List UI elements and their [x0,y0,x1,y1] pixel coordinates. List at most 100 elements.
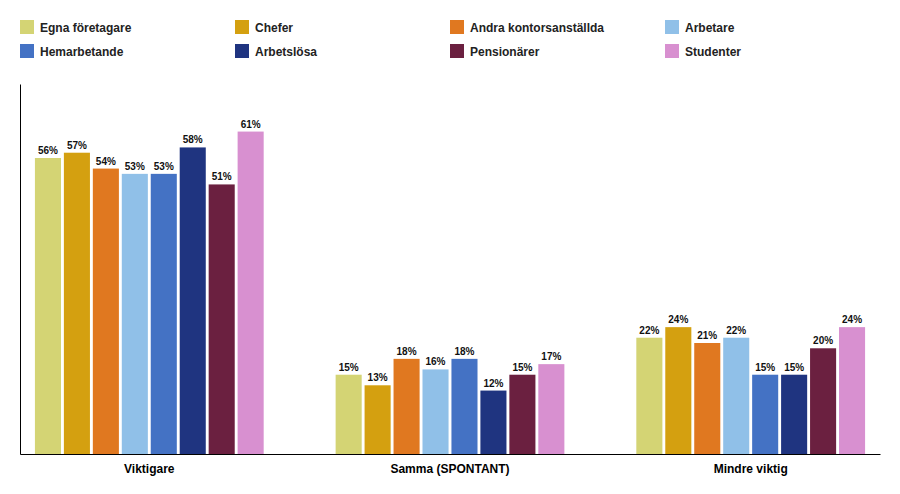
x-tick: Samma (SPONTANT) [390,454,509,476]
legend-item: Pensionärer [450,44,540,59]
legend-label: Pensionärer [470,45,540,59]
series [35,158,662,454]
bar [180,147,206,454]
data-label: 57% [67,140,87,151]
data-label: 24% [668,314,688,325]
legend-item: Chefer [235,20,293,35]
data-label: 56% [38,145,58,156]
bar [839,327,865,454]
legend-label: Egna företagare [40,21,132,35]
legend-swatch [450,20,464,34]
x-tick-label: Viktigare [124,462,175,476]
legend-swatch [20,20,34,34]
bar [451,359,477,454]
bar [752,375,778,454]
legend-swatch [20,44,34,58]
series-labels: 51% 15% 20% [212,171,834,372]
legend-swatch [235,44,249,58]
bar [480,391,506,454]
data-label: 61% [241,119,261,130]
data-label: 13% [368,372,388,383]
x-tick-label: Samma (SPONTANT) [390,462,509,476]
legend-label: Arbetare [685,21,735,35]
data-label: 54% [96,156,116,167]
legend-swatch [450,44,464,58]
series [209,184,836,454]
plot: 56% 15% 22% 57% 13% 24% 54% 18% 21% 53% 16% 22% 53% 1… [21,85,881,476]
data-label: 20% [813,335,833,346]
bars [35,132,865,454]
series-labels: 53% 18% 15% [154,161,776,373]
data-label: 15% [512,362,532,373]
bar [64,153,90,454]
series [238,132,865,454]
series [64,153,691,454]
bar [509,375,535,454]
bar [723,338,749,454]
bar [422,369,448,454]
series-labels: 54% 18% 21% [96,156,718,357]
bar [365,385,391,454]
series [122,174,749,454]
data-label: 22% [726,325,746,336]
legend-label: Andra kontorsanställda [470,21,604,35]
data-label: 53% [125,161,145,172]
x-tick: Mindre viktig [714,454,788,476]
data-label: 15% [784,362,804,373]
legend-label: Studenter [685,45,741,59]
bar [151,174,177,454]
data-label: 21% [697,330,717,341]
x-tick-label: Mindre viktig [714,462,788,476]
legend-item: Hemarbetande [20,44,124,59]
bar [93,169,119,454]
bar [35,158,61,454]
bar [394,359,420,454]
data-label: 24% [842,314,862,325]
legend-item: Andra kontorsanställda [450,20,604,35]
data-label: 16% [426,356,446,367]
y-axis [20,85,21,455]
series-labels: 53% 16% 22% [125,161,747,368]
legend-label: Hemarbetande [40,45,124,59]
bar [538,364,564,454]
data-label: 17% [541,351,561,362]
x-axis-line [21,454,881,455]
legend-swatch [665,44,679,58]
legend-item: Studenter [665,44,741,59]
data-label: 12% [483,378,503,389]
series-labels: 58% 12% 15% [183,134,805,388]
series-labels: 56% 15% 22% [38,145,660,373]
x-axis: Viktigare Samma (SPONTANT) Mindre viktig [21,454,881,476]
series-labels: 57% 13% 24% [67,140,689,384]
bar [694,343,720,454]
data-label: 18% [397,346,417,357]
legend-item: Egna företagare [20,20,132,35]
legend-item: Arbetare [665,20,735,35]
bar [336,375,362,454]
data-label: 58% [183,134,203,145]
series [180,147,807,454]
bar [122,174,148,454]
data-label: 15% [339,362,359,373]
bar [209,184,235,454]
legend-swatch [665,20,679,34]
bar [665,327,691,454]
data-label: 18% [454,346,474,357]
bar [810,348,836,454]
legend-item: Arbetslösa [235,44,317,59]
legend-label: Arbetslösa [255,45,317,59]
data-label: 53% [154,161,174,172]
chart: 56% 15% 22% 57% 13% 24% 54% 18% 21% 53% 16% 22% 53% 1… [0,0,900,494]
data-labels: 56% 15% 22% 57% 13% 24% 54% 18% 21% 53% 16% 22% 53% 1… [38,119,862,389]
bar [781,375,807,454]
bar [636,338,662,454]
data-label: 22% [639,325,659,336]
legend-swatch [235,20,249,34]
legend-label: Chefer [255,21,293,35]
data-label: 51% [212,171,232,182]
x-tick: Viktigare [124,454,175,476]
bar [238,132,264,454]
y-axis-line [20,85,21,455]
series-labels: 61% 17% 24% [241,119,863,363]
data-label: 15% [755,362,775,373]
